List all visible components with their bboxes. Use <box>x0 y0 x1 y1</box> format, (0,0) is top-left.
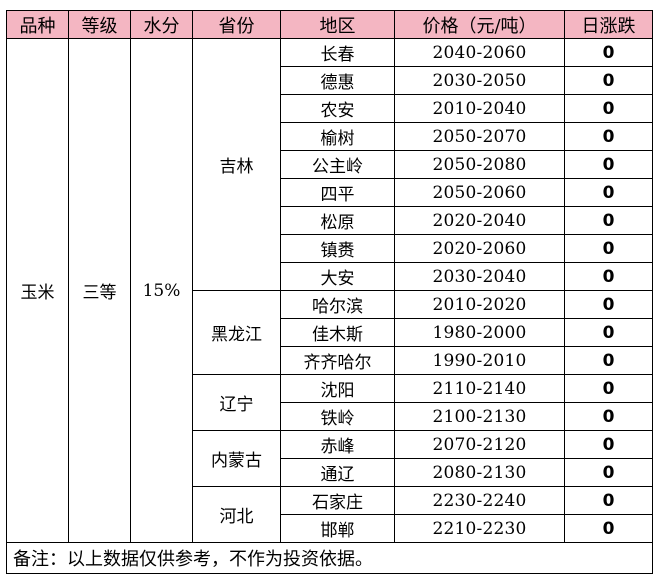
region-cell: 通辽 <box>280 458 395 487</box>
daily-change-cell: 0 <box>564 346 653 375</box>
province-cell: 河北 <box>192 486 281 543</box>
daily-change-cell: 0 <box>564 94 653 123</box>
header-grade: 等级 <box>68 10 131 39</box>
province-cell: 内蒙古 <box>192 430 281 487</box>
corn-price-table: 品种 等级 水分 省份 地区 价格（元/吨） 日涨跌 玉米 三等 15% 吉林 长春 20… <box>6 10 653 574</box>
daily-change-cell: 0 <box>564 178 653 207</box>
price-cell: 2010-2020 <box>394 290 565 319</box>
region-cell: 佳木斯 <box>280 318 395 347</box>
table-row: 榆树 2050-2070 0 <box>7 122 653 151</box>
header-moisture: 水分 <box>130 10 193 39</box>
region-cell: 长春 <box>280 38 395 67</box>
region-cell: 榆树 <box>280 122 395 151</box>
header-variety: 品种 <box>6 10 69 39</box>
price-cell: 2020-2060 <box>394 234 565 263</box>
region-cell: 哈尔滨 <box>280 290 395 319</box>
table-row: 德惠 2030-2050 0 <box>7 66 653 95</box>
region-cell: 沈阳 <box>280 374 395 403</box>
region-cell: 公主岭 <box>280 150 395 179</box>
region-cell: 四平 <box>280 178 395 207</box>
region-cell: 齐齐哈尔 <box>280 346 395 375</box>
table-row: 公主岭 2050-2080 0 <box>7 150 653 179</box>
table-row: 通辽 2080-2130 0 <box>7 458 653 487</box>
daily-change-cell: 0 <box>564 38 653 67</box>
region-cell: 松原 <box>280 206 395 235</box>
price-cell: 2050-2060 <box>394 178 565 207</box>
header-price: 价格（元/吨） <box>394 10 565 39</box>
table-row: 镇赉 2020-2060 0 <box>7 234 653 263</box>
price-cell: 2080-2130 <box>394 458 565 487</box>
price-cell: 2210-2230 <box>394 514 565 543</box>
region-cell: 邯郸 <box>280 514 395 543</box>
price-cell: 2030-2040 <box>394 262 565 291</box>
daily-change-cell: 0 <box>564 234 653 263</box>
daily-change-cell: 0 <box>564 402 653 431</box>
daily-change-cell: 0 <box>564 262 653 291</box>
daily-change-cell: 0 <box>564 66 653 95</box>
table-row: 玉米 三等 15% 吉林 长春 2040-2060 0 <box>6 38 653 543</box>
moisture-cell: 15% <box>130 38 193 543</box>
note-row: 备注：以上数据仅供参考，不作为投资依据。 <box>6 542 653 574</box>
table-row: 内蒙古 赤峰 2070-2120 0 <box>7 430 653 487</box>
price-cell: 2100-2130 <box>394 402 565 431</box>
daily-change-cell: 0 <box>564 122 653 151</box>
table-row: 齐齐哈尔 1990-2010 0 <box>7 346 653 375</box>
daily-change-cell: 0 <box>564 318 653 347</box>
region-cell: 德惠 <box>280 66 395 95</box>
daily-change-cell: 0 <box>564 430 653 459</box>
region-cell: 镇赉 <box>280 234 395 263</box>
price-cell: 2230-2240 <box>394 486 565 515</box>
note-text: 备注：以上数据仅供参考，不作为投资依据。 <box>6 542 653 574</box>
table-row: 四平 2050-2060 0 <box>7 178 653 207</box>
price-cell: 2010-2040 <box>394 94 565 123</box>
region-cell: 铁岭 <box>280 402 395 431</box>
price-cell: 1990-2010 <box>394 346 565 375</box>
province-cell: 黑龙江 <box>192 290 281 375</box>
table-row: 佳木斯 1980-2000 0 <box>7 318 653 347</box>
region-cell: 赤峰 <box>280 430 395 459</box>
daily-change-cell: 0 <box>564 150 653 179</box>
region-cell: 石家庄 <box>280 486 395 515</box>
price-cell: 2040-2060 <box>394 38 565 67</box>
variety-cell: 玉米 <box>6 38 69 543</box>
grade-cell: 三等 <box>68 38 131 543</box>
daily-change-cell: 0 <box>564 514 653 543</box>
header-row: 品种 等级 水分 省份 地区 价格（元/吨） 日涨跌 <box>6 10 653 39</box>
price-cell: 2110-2140 <box>394 374 565 403</box>
region-cell: 大安 <box>280 262 395 291</box>
header-region: 地区 <box>280 10 395 39</box>
table-row: 辽宁 沈阳 2110-2140 0 <box>7 374 653 431</box>
price-cell: 1980-2000 <box>394 318 565 347</box>
daily-change-cell: 0 <box>564 458 653 487</box>
region-cell: 农安 <box>280 94 395 123</box>
header-province: 省份 <box>192 10 281 39</box>
province-cell: 辽宁 <box>192 374 281 431</box>
daily-change-cell: 0 <box>564 486 653 515</box>
table-row: 邯郸 2210-2230 0 <box>7 514 653 543</box>
price-cell: 2050-2080 <box>394 150 565 179</box>
header-daily-change: 日涨跌 <box>564 10 653 39</box>
table-row: 黑龙江 哈尔滨 2010-2020 0 <box>7 290 653 375</box>
table-row: 铁岭 2100-2130 0 <box>7 402 653 431</box>
daily-change-cell: 0 <box>564 374 653 403</box>
price-cell: 2050-2070 <box>394 122 565 151</box>
daily-change-cell: 0 <box>564 206 653 235</box>
price-cell: 2030-2050 <box>394 66 565 95</box>
table-body: 玉米 三等 15% 吉林 长春 2040-2060 0 德惠 2030-2050 0 农安 2010-… <box>6 38 653 543</box>
province-cell: 吉林 <box>192 38 281 291</box>
price-cell: 2020-2040 <box>394 206 565 235</box>
daily-change-cell: 0 <box>564 290 653 319</box>
price-cell: 2070-2120 <box>394 430 565 459</box>
